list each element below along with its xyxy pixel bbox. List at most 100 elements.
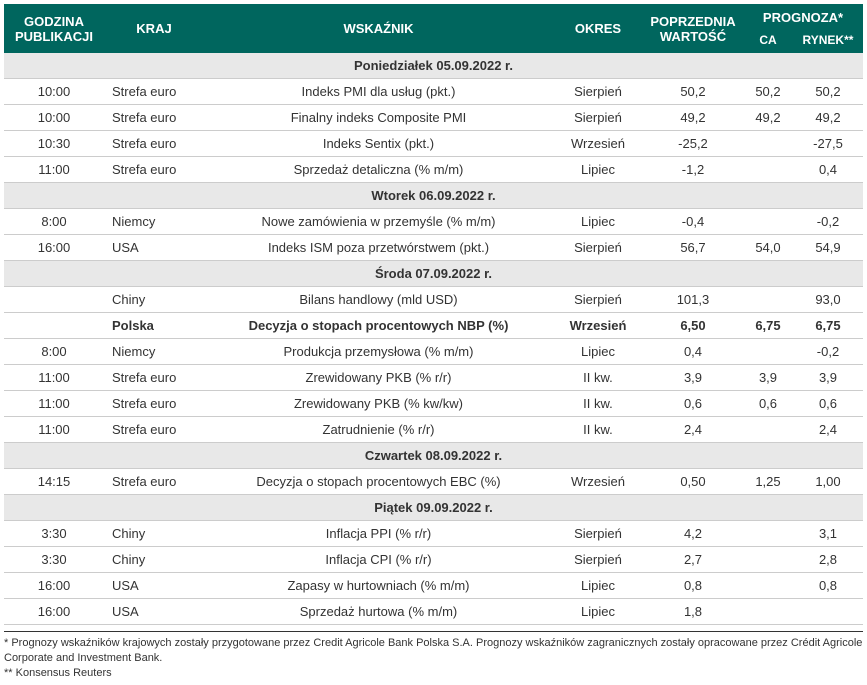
cell-godzina: 11:00 xyxy=(4,391,104,417)
cell-poprzednia: 4,2 xyxy=(643,521,743,547)
cell-wskaznik: Indeks ISM poza przetwórstwem (pkt.) xyxy=(204,235,553,261)
cell-rynek: 2,4 xyxy=(793,417,863,443)
cell-kraj: USA xyxy=(104,235,204,261)
cell-wskaznik: Zrewidowany PKB (% r/r) xyxy=(204,365,553,391)
cell-kraj: USA xyxy=(104,573,204,599)
cell-rynek: 54,9 xyxy=(793,235,863,261)
cell-poprzednia: 0,4 xyxy=(643,339,743,365)
table-row: 8:00NiemcyProdukcja przemysłowa (% m/m)L… xyxy=(4,339,863,365)
cell-wskaznik: Sprzedaż hurtowa (% m/m) xyxy=(204,599,553,625)
section-title: Wtorek 06.09.2022 r. xyxy=(4,183,863,209)
col-wskaznik: WSKAŹNIK xyxy=(204,4,553,53)
cell-wskaznik: Bilans handlowy (mld USD) xyxy=(204,287,553,313)
cell-rynek: 2,8 xyxy=(793,547,863,573)
cell-okres: II kw. xyxy=(553,417,643,443)
cell-rynek: -27,5 xyxy=(793,131,863,157)
cell-poprzednia: 3,9 xyxy=(643,365,743,391)
cell-ca xyxy=(743,547,793,573)
cell-godzina: 10:30 xyxy=(4,131,104,157)
cell-godzina: 11:00 xyxy=(4,157,104,183)
cell-wskaznik: Nowe zamówienia w przemyśle (% m/m) xyxy=(204,209,553,235)
table-row: 16:00USAZapasy w hurtowniach (% m/m)Lipi… xyxy=(4,573,863,599)
cell-rynek: 49,2 xyxy=(793,105,863,131)
table-row: 11:00Strefa euroZatrudnienie (% r/r)II k… xyxy=(4,417,863,443)
section-header-row: Środa 07.09.2022 r. xyxy=(4,261,863,287)
cell-ca: 6,75 xyxy=(743,313,793,339)
cell-poprzednia: -25,2 xyxy=(643,131,743,157)
cell-wskaznik: Sprzedaż detaliczna (% m/m) xyxy=(204,157,553,183)
cell-ca: 49,2 xyxy=(743,105,793,131)
cell-rynek: 50,2 xyxy=(793,79,863,105)
cell-kraj: Chiny xyxy=(104,521,204,547)
cell-okres: Sierpień xyxy=(553,79,643,105)
cell-wskaznik: Produkcja przemysłowa (% m/m) xyxy=(204,339,553,365)
cell-ca xyxy=(743,417,793,443)
cell-ca xyxy=(743,573,793,599)
cell-rynek: 0,8 xyxy=(793,573,863,599)
cell-godzina: 16:00 xyxy=(4,573,104,599)
cell-poprzednia: 56,7 xyxy=(643,235,743,261)
cell-godzina: 3:30 xyxy=(4,521,104,547)
cell-kraj: Polska xyxy=(104,313,204,339)
section-header-row: Wtorek 06.09.2022 r. xyxy=(4,183,863,209)
table-row: 3:30ChinyInflacja PPI (% r/r)Sierpień4,2… xyxy=(4,521,863,547)
col-godzina: GODZINA PUBLIKACJI xyxy=(4,4,104,53)
cell-rynek: 0,6 xyxy=(793,391,863,417)
cell-rynek: 3,1 xyxy=(793,521,863,547)
footnote-2: ** Konsensus Reuters xyxy=(4,666,863,681)
cell-kraj: Niemcy xyxy=(104,339,204,365)
cell-okres: Lipiec xyxy=(553,209,643,235)
cell-kraj: Chiny xyxy=(104,547,204,573)
cell-godzina: 11:00 xyxy=(4,417,104,443)
cell-godzina: 8:00 xyxy=(4,209,104,235)
section-header-row: Piątek 09.09.2022 r. xyxy=(4,495,863,521)
cell-rynek: 6,75 xyxy=(793,313,863,339)
cell-poprzednia: -1,2 xyxy=(643,157,743,183)
cell-godzina xyxy=(4,313,104,339)
section-title: Czwartek 08.09.2022 r. xyxy=(4,443,863,469)
section-title: Poniedziałek 05.09.2022 r. xyxy=(4,53,863,79)
cell-godzina: 3:30 xyxy=(4,547,104,573)
cell-godzina: 11:00 xyxy=(4,365,104,391)
cell-poprzednia: -0,4 xyxy=(643,209,743,235)
table-header: GODZINA PUBLIKACJI KRAJ WSKAŹNIK OKRES P… xyxy=(4,4,863,53)
cell-okres: II kw. xyxy=(553,391,643,417)
footnote-1: * Prognozy wskaźników krajowych zostały … xyxy=(4,636,863,666)
cell-poprzednia: 1,8 xyxy=(643,599,743,625)
cell-godzina: 16:00 xyxy=(4,599,104,625)
cell-ca xyxy=(743,599,793,625)
cell-poprzednia: 0,6 xyxy=(643,391,743,417)
cell-ca: 1,25 xyxy=(743,469,793,495)
cell-kraj: USA xyxy=(104,599,204,625)
cell-ca: 50,2 xyxy=(743,79,793,105)
section-header-row: Czwartek 08.09.2022 r. xyxy=(4,443,863,469)
economic-calendar-table: GODZINA PUBLIKACJI KRAJ WSKAŹNIK OKRES P… xyxy=(4,4,863,625)
cell-kraj: Strefa euro xyxy=(104,365,204,391)
cell-godzina: 16:00 xyxy=(4,235,104,261)
cell-rynek: -0,2 xyxy=(793,339,863,365)
cell-okres: II kw. xyxy=(553,365,643,391)
table-row: 8:00NiemcyNowe zamówienia w przemyśle (%… xyxy=(4,209,863,235)
cell-wskaznik: Indeks PMI dla usług (pkt.) xyxy=(204,79,553,105)
cell-okres: Wrzesień xyxy=(553,131,643,157)
table-row: 11:00Strefa euroZrewidowany PKB (% r/r)I… xyxy=(4,365,863,391)
cell-ca: 0,6 xyxy=(743,391,793,417)
cell-wskaznik: Finalny indeks Composite PMI xyxy=(204,105,553,131)
cell-poprzednia: 2,7 xyxy=(643,547,743,573)
section-header-row: Poniedziałek 05.09.2022 r. xyxy=(4,53,863,79)
cell-ca xyxy=(743,157,793,183)
cell-kraj: Strefa euro xyxy=(104,79,204,105)
cell-rynek: 93,0 xyxy=(793,287,863,313)
table-row: 16:00USAIndeks ISM poza przetwórstwem (p… xyxy=(4,235,863,261)
table-row: 11:00Strefa euroZrewidowany PKB (% kw/kw… xyxy=(4,391,863,417)
cell-okres: Lipiec xyxy=(553,339,643,365)
cell-kraj: Strefa euro xyxy=(104,157,204,183)
cell-kraj: Strefa euro xyxy=(104,391,204,417)
cell-godzina: 10:00 xyxy=(4,105,104,131)
table-row: 3:30ChinyInflacja CPI (% r/r)Sierpień2,7… xyxy=(4,547,863,573)
col-kraj: KRAJ xyxy=(104,4,204,53)
footnotes: * Prognozy wskaźników krajowych zostały … xyxy=(4,631,863,681)
table-row: 10:30Strefa euroIndeks Sentix (pkt.)Wrze… xyxy=(4,131,863,157)
cell-ca xyxy=(743,131,793,157)
cell-ca xyxy=(743,521,793,547)
